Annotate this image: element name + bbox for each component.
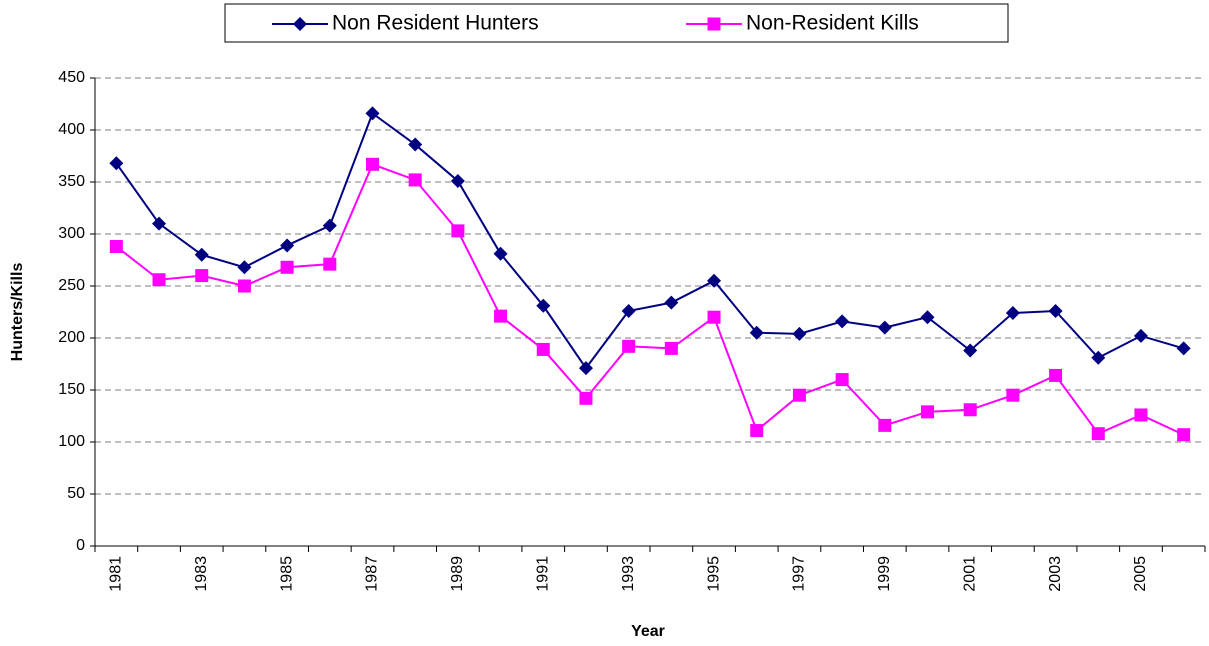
y-axis-title: Hunters/Kills bbox=[9, 263, 26, 362]
point bbox=[1091, 350, 1106, 365]
point bbox=[578, 361, 593, 376]
point bbox=[1005, 306, 1020, 321]
point bbox=[664, 295, 679, 310]
point bbox=[749, 325, 764, 340]
point bbox=[835, 373, 849, 387]
point bbox=[408, 173, 422, 187]
y-tick-label: 150 bbox=[58, 381, 85, 398]
point bbox=[365, 106, 380, 121]
x-tick-label: 1987 bbox=[364, 556, 381, 592]
x-tick-label: 1995 bbox=[705, 556, 722, 592]
point bbox=[109, 239, 123, 253]
y-tick-label: 200 bbox=[58, 329, 85, 346]
legend-label: Non-Resident Kills bbox=[746, 12, 919, 35]
y-tick-label: 450 bbox=[58, 69, 85, 86]
point bbox=[1049, 368, 1063, 382]
y-tick-label: 100 bbox=[58, 433, 85, 450]
legend-label: Non Resident Hunters bbox=[332, 12, 539, 35]
point bbox=[280, 238, 295, 253]
point bbox=[621, 303, 636, 318]
point bbox=[1177, 428, 1191, 442]
point bbox=[195, 269, 209, 283]
series-line bbox=[115, 111, 1184, 370]
point bbox=[707, 310, 721, 324]
point bbox=[1048, 303, 1063, 318]
point bbox=[408, 137, 423, 152]
point bbox=[750, 424, 764, 438]
y-tick-label: 50 bbox=[67, 485, 85, 502]
point bbox=[536, 298, 551, 313]
point bbox=[920, 310, 935, 325]
point bbox=[323, 257, 337, 271]
x-tick-label: 1989 bbox=[449, 556, 466, 592]
point bbox=[194, 247, 209, 262]
y-tick-label: 0 bbox=[76, 537, 85, 554]
point bbox=[1091, 427, 1105, 441]
point bbox=[280, 260, 294, 274]
point bbox=[536, 342, 550, 356]
point bbox=[152, 273, 166, 287]
legend-marker bbox=[293, 17, 307, 31]
point bbox=[152, 216, 167, 231]
point bbox=[237, 279, 251, 293]
point bbox=[792, 326, 807, 341]
point bbox=[237, 260, 252, 275]
legend-marker bbox=[707, 17, 721, 31]
x-tick-label: 2003 bbox=[1047, 556, 1064, 592]
y-tick-label: 350 bbox=[58, 173, 85, 190]
point bbox=[877, 320, 892, 335]
x-tick-label: 1997 bbox=[791, 556, 808, 592]
y-tick-label: 300 bbox=[58, 225, 85, 242]
point bbox=[963, 343, 978, 358]
point bbox=[493, 246, 508, 261]
point bbox=[451, 224, 465, 238]
point bbox=[1006, 388, 1020, 402]
point bbox=[1133, 328, 1148, 343]
x-tick-label: 1993 bbox=[620, 556, 637, 592]
x-tick-label: 1999 bbox=[876, 556, 893, 592]
point bbox=[792, 388, 806, 402]
point bbox=[921, 405, 934, 419]
point bbox=[707, 273, 722, 288]
x-tick-label: 1985 bbox=[278, 556, 295, 592]
point bbox=[1176, 341, 1191, 356]
y-tick-label: 400 bbox=[58, 121, 85, 138]
x-axis-title: Year bbox=[631, 623, 665, 640]
x-tick-label: 1981 bbox=[108, 556, 125, 592]
point bbox=[1134, 408, 1148, 422]
point bbox=[450, 173, 465, 188]
x-tick-label: 2005 bbox=[1132, 556, 1149, 592]
point bbox=[664, 341, 678, 355]
x-tick-label: 2001 bbox=[961, 556, 978, 592]
y-tick-label: 250 bbox=[58, 277, 85, 294]
point bbox=[878, 418, 892, 432]
point bbox=[494, 309, 508, 323]
point bbox=[366, 157, 379, 171]
x-tick-label: 1991 bbox=[534, 556, 551, 592]
point bbox=[322, 218, 337, 233]
point bbox=[835, 314, 850, 329]
point bbox=[579, 391, 593, 405]
series-line bbox=[115, 163, 1185, 436]
point bbox=[109, 156, 124, 171]
legend-box bbox=[224, 3, 1009, 43]
x-tick-label: 1983 bbox=[193, 556, 210, 592]
point bbox=[622, 339, 636, 353]
point bbox=[963, 403, 977, 417]
